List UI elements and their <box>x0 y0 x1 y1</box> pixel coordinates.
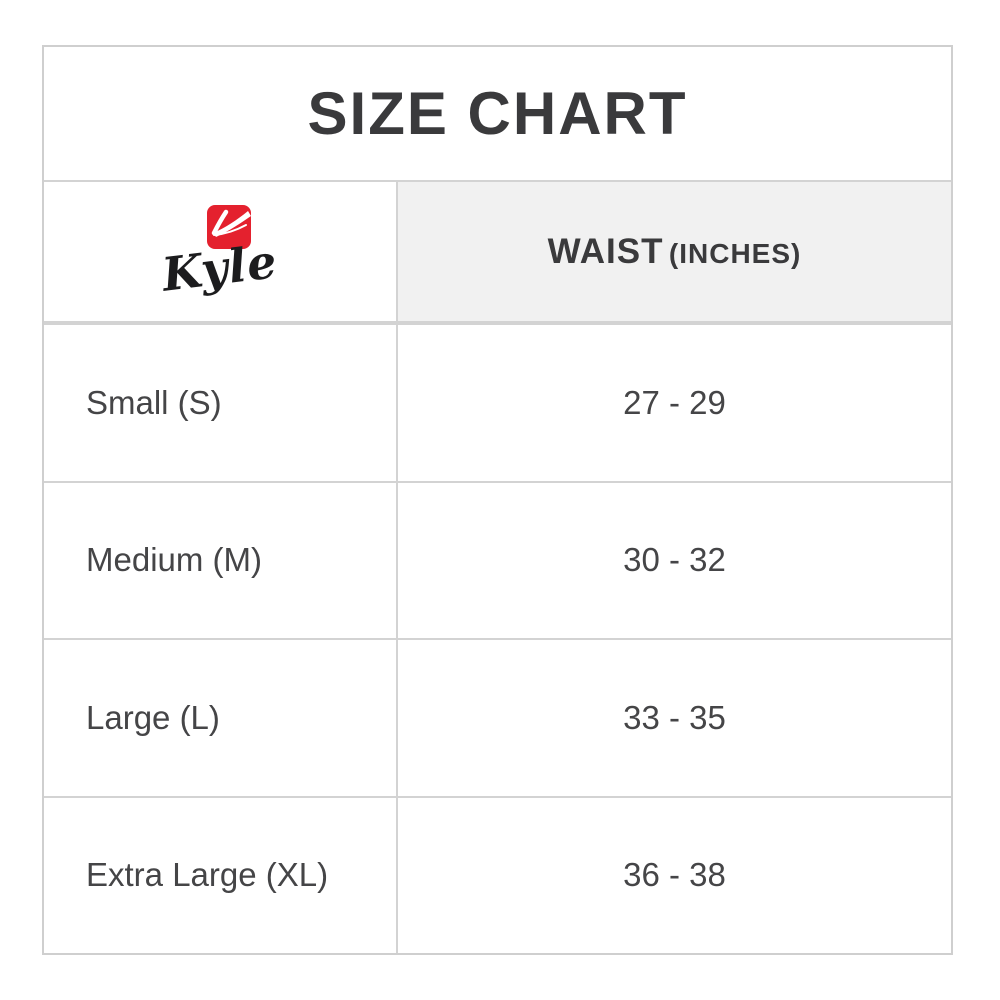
waist-value: 36 - 38 <box>623 856 726 894</box>
table-header-row: Kyle WAIST (INCHES) <box>44 182 951 323</box>
table-row: Large (L) 33 - 35 <box>44 638 951 796</box>
waist-label: WAIST <box>547 231 664 271</box>
size-label: Medium (M) <box>44 482 398 638</box>
table-row: Small (S) 27 - 29 <box>44 323 951 481</box>
brand-logo-cell: Kyle <box>44 182 398 321</box>
waist-column-header: WAIST (INCHES) <box>548 232 802 272</box>
waist-header-cell: WAIST (INCHES) <box>398 182 951 321</box>
waist-value: 27 - 29 <box>623 383 726 421</box>
size-label: Extra Large (XL) <box>44 797 398 953</box>
table-row: Extra Large (XL) 36 - 38 <box>44 795 951 953</box>
kyle-brand-logo: Kyle <box>159 204 281 301</box>
size-chart-table: SIZE CHART Kyle WAIST (INCHES) <box>42 45 953 955</box>
kyle-k-mark-icon <box>206 204 251 249</box>
page-title: SIZE CHART <box>44 47 951 182</box>
waist-value: 30 - 32 <box>623 541 726 579</box>
size-label: Large (L) <box>44 640 398 796</box>
waist-unit-label: (INCHES) <box>668 237 802 269</box>
table-row: Medium (M) 30 - 32 <box>44 480 951 638</box>
size-label: Small (S) <box>44 325 398 481</box>
brand-name-script: Kyle <box>159 233 281 302</box>
waist-value: 33 - 35 <box>623 698 726 736</box>
